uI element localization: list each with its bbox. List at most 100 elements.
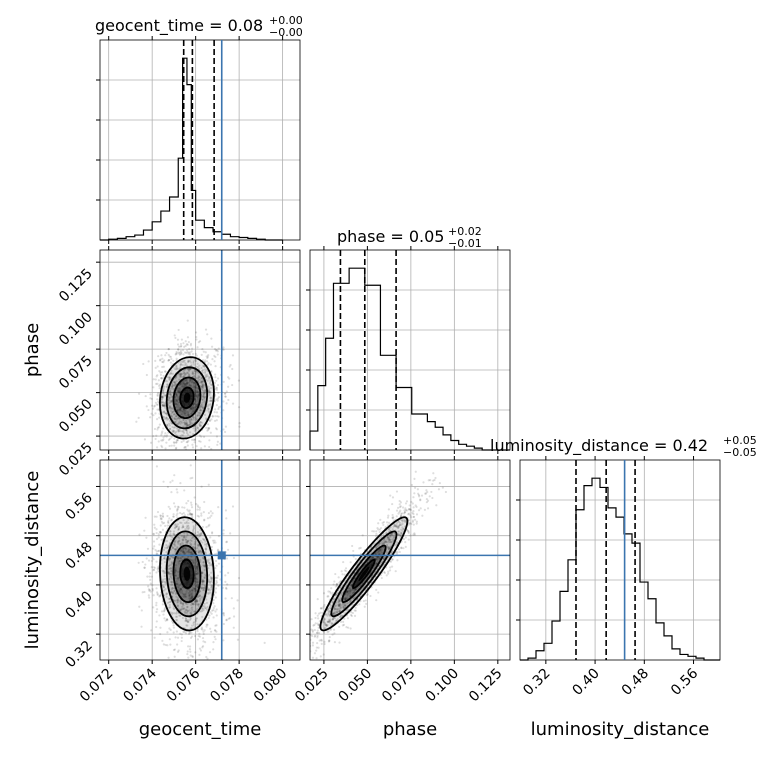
hist2d-geocent-time-vs-phase-point xyxy=(179,407,182,410)
hist2d-phase-vs-luminosity-distance-point xyxy=(391,558,394,561)
hist2d-geocent-time-vs-phase-point xyxy=(195,417,198,420)
hist2d-geocent-time-vs-phase-point xyxy=(182,430,185,433)
hist2d-geocent-time-vs-luminosity-distance-point xyxy=(176,650,180,653)
hist2d-phase-vs-luminosity-distance-point xyxy=(302,638,304,640)
hist2d-phase-vs-luminosity-distance-point xyxy=(389,533,392,536)
hist2d-geocent-time-vs-luminosity-distance-point xyxy=(180,548,183,551)
hist2d-geocent-time-vs-luminosity-distance-point xyxy=(176,577,179,580)
hist2d-geocent-time-vs-phase-point xyxy=(185,382,188,385)
hist2d-geocent-time-vs-luminosity-distance-point xyxy=(184,547,188,550)
hist2d-geocent-time-vs-luminosity-distance-point xyxy=(147,559,151,562)
hist2d-geocent-time-vs-luminosity-distance-point xyxy=(175,580,178,583)
hist2d-geocent-time-vs-luminosity-distance-point xyxy=(138,533,141,536)
hist2d-phase-vs-luminosity-distance-point xyxy=(391,528,394,531)
hist2d-geocent-time-vs-phase-point xyxy=(158,359,162,362)
hist2d-geocent-time-vs-phase-point xyxy=(192,388,196,391)
hist2d-geocent-time-vs-phase-point xyxy=(187,410,190,413)
hist2d-geocent-time-vs-phase-point xyxy=(174,353,177,356)
hist2d-phase-vs-luminosity-distance-point xyxy=(327,590,330,593)
hist2d-phase-vs-luminosity-distance-point xyxy=(349,594,352,597)
hist2d-geocent-time-vs-phase-point xyxy=(163,385,166,388)
hist2d-geocent-time-vs-luminosity-distance-point xyxy=(179,588,182,591)
hist2d-geocent-time-vs-luminosity-distance-point xyxy=(177,505,180,508)
hist2d-geocent-time-vs-luminosity-distance-point xyxy=(162,643,165,646)
hist2d-geocent-time-vs-luminosity-distance-point xyxy=(149,590,152,593)
hist2d-geocent-time-vs-phase-point xyxy=(175,365,178,368)
hist2d-phase-vs-luminosity-distance-point xyxy=(338,610,341,613)
hist2d-geocent-time-vs-luminosity-distance-point xyxy=(157,533,160,536)
hist2d-phase-vs-luminosity-distance-point xyxy=(349,590,352,593)
hist2d-geocent-time-vs-phase-point xyxy=(160,444,163,447)
hist2d-geocent-time-vs-luminosity-distance-point xyxy=(208,589,211,592)
hist2d-phase-vs-luminosity-distance-point xyxy=(387,546,390,549)
hist2d-geocent-time-vs-phase-point xyxy=(166,423,169,426)
hist2d-geocent-time-vs-luminosity-distance-point xyxy=(189,539,192,542)
hist2d-geocent-time-vs-phase-point xyxy=(224,395,227,398)
hist2d-phase-vs-luminosity-distance-point xyxy=(409,534,412,537)
hist2d-geocent-time-vs-luminosity-distance-point xyxy=(225,517,228,520)
hist2d-phase-vs-luminosity-distance-point xyxy=(397,525,400,528)
hist2d-geocent-time-vs-luminosity-distance-point xyxy=(168,603,171,607)
hist2d-geocent-time-vs-phase-point xyxy=(177,395,180,399)
hist2d-phase-vs-luminosity-distance-point xyxy=(328,621,331,624)
hist2d-geocent-time-vs-phase-point xyxy=(204,328,208,331)
hist2d-geocent-time-vs-luminosity-distance-point xyxy=(155,610,158,614)
hist2d-geocent-time-vs-phase-point xyxy=(207,407,210,410)
hist2d-phase-vs-luminosity-distance-point xyxy=(344,604,347,607)
hist2d-geocent-time-vs-phase-point xyxy=(186,371,189,374)
hist2d-geocent-time-vs-phase-point xyxy=(179,364,182,367)
hist2d-phase-vs-luminosity-distance-point xyxy=(381,548,384,551)
hist2d-geocent-time-vs-phase-point xyxy=(181,383,185,386)
hist2d-phase-vs-luminosity-distance-point xyxy=(413,492,416,495)
hist2d-geocent-time-vs-luminosity-distance-point xyxy=(205,544,208,548)
hist2d-phase-vs-luminosity-distance-point xyxy=(411,519,415,522)
hist2d-geocent-time-vs-phase-point xyxy=(183,384,187,387)
hist2d-geocent-time-vs-phase-point xyxy=(185,351,188,355)
hist2d-geocent-time-vs-luminosity-distance-point xyxy=(170,562,173,565)
hist2d-phase-vs-luminosity-distance-point xyxy=(380,550,383,554)
hist2d-geocent-time-vs-luminosity-distance-point xyxy=(174,539,177,542)
hist2d-geocent-time-vs-phase-point xyxy=(179,372,183,375)
hist2d-geocent-time-vs-luminosity-distance-point xyxy=(187,656,190,659)
hist2d-geocent-time-vs-phase-point xyxy=(217,391,220,395)
hist2d-geocent-time-vs-phase-point xyxy=(189,361,193,364)
hist2d-geocent-time-vs-luminosity-distance-point xyxy=(190,552,193,555)
hist2d-phase-vs-luminosity-distance-point xyxy=(404,502,408,505)
hist2d-geocent-time-vs-luminosity-distance-point xyxy=(216,549,220,552)
hist2d-geocent-time-vs-phase-point xyxy=(195,365,198,368)
hist2d-phase-vs-luminosity-distance-point xyxy=(334,585,337,588)
hist2d-geocent-time-vs-phase-point xyxy=(194,427,198,430)
hist2d-geocent-time-vs-phase-point xyxy=(152,435,155,438)
hist2d-geocent-time-vs-luminosity-distance-point xyxy=(160,520,164,523)
hist2d-geocent-time-vs-phase-point xyxy=(169,361,173,364)
hist2d-phase-vs-luminosity-distance-point xyxy=(346,594,349,597)
hist2d-geocent-time-vs-luminosity-distance-point xyxy=(191,602,194,606)
hist2d-phase-vs-luminosity-distance-point xyxy=(349,561,352,564)
hist2d-geocent-time-vs-luminosity-distance-point xyxy=(193,600,196,604)
hist2d-geocent-time-vs-luminosity-distance-point xyxy=(198,508,201,511)
hist2d-phase-vs-luminosity-distance-point xyxy=(375,562,378,565)
hist2d-phase-vs-luminosity-distance-point xyxy=(366,593,370,596)
hist2d-phase-vs-luminosity-distance-point xyxy=(384,540,387,543)
hist2d-geocent-time-vs-luminosity-distance-point xyxy=(204,548,208,551)
hist2d-phase-vs-luminosity-distance-point xyxy=(331,618,334,621)
hist2d-phase-vs-luminosity-distance-point xyxy=(303,636,305,638)
hist2d-geocent-time-vs-luminosity-distance-point xyxy=(161,515,165,518)
hist2d-geocent-time-vs-luminosity-distance-point xyxy=(211,539,215,542)
hist2d-geocent-time-vs-luminosity-distance-point xyxy=(172,631,175,634)
hist2d-phase-vs-luminosity-distance-point xyxy=(351,597,354,600)
hist2d-geocent-time-vs-luminosity-distance-point xyxy=(182,547,185,550)
hist2d-phase-vs-luminosity-distance-point xyxy=(289,665,291,667)
hist2d-geocent-time-vs-luminosity-distance-point xyxy=(179,557,182,560)
hist2d-phase-vs-luminosity-distance-point xyxy=(381,542,384,545)
hist2d-geocent-time-vs-luminosity-distance-point xyxy=(156,593,159,597)
hist2d-geocent-time-vs-luminosity-distance-point xyxy=(197,544,200,547)
hist2d-geocent-time-vs-phase-point xyxy=(137,416,140,419)
hist2d-geocent-time-vs-phase-point xyxy=(169,409,173,413)
hist2d-geocent-time-vs-luminosity-distance-point xyxy=(146,575,149,578)
hist2d-geocent-time-vs-phase-point xyxy=(204,373,207,377)
hist2d-geocent-time-vs-phase-point xyxy=(196,390,199,393)
hist2d-geocent-time-vs-phase-point xyxy=(185,382,189,385)
hist2d-geocent-time-vs-luminosity-distance-point xyxy=(177,542,180,545)
hist2d-geocent-time-vs-phase-point xyxy=(186,351,189,354)
